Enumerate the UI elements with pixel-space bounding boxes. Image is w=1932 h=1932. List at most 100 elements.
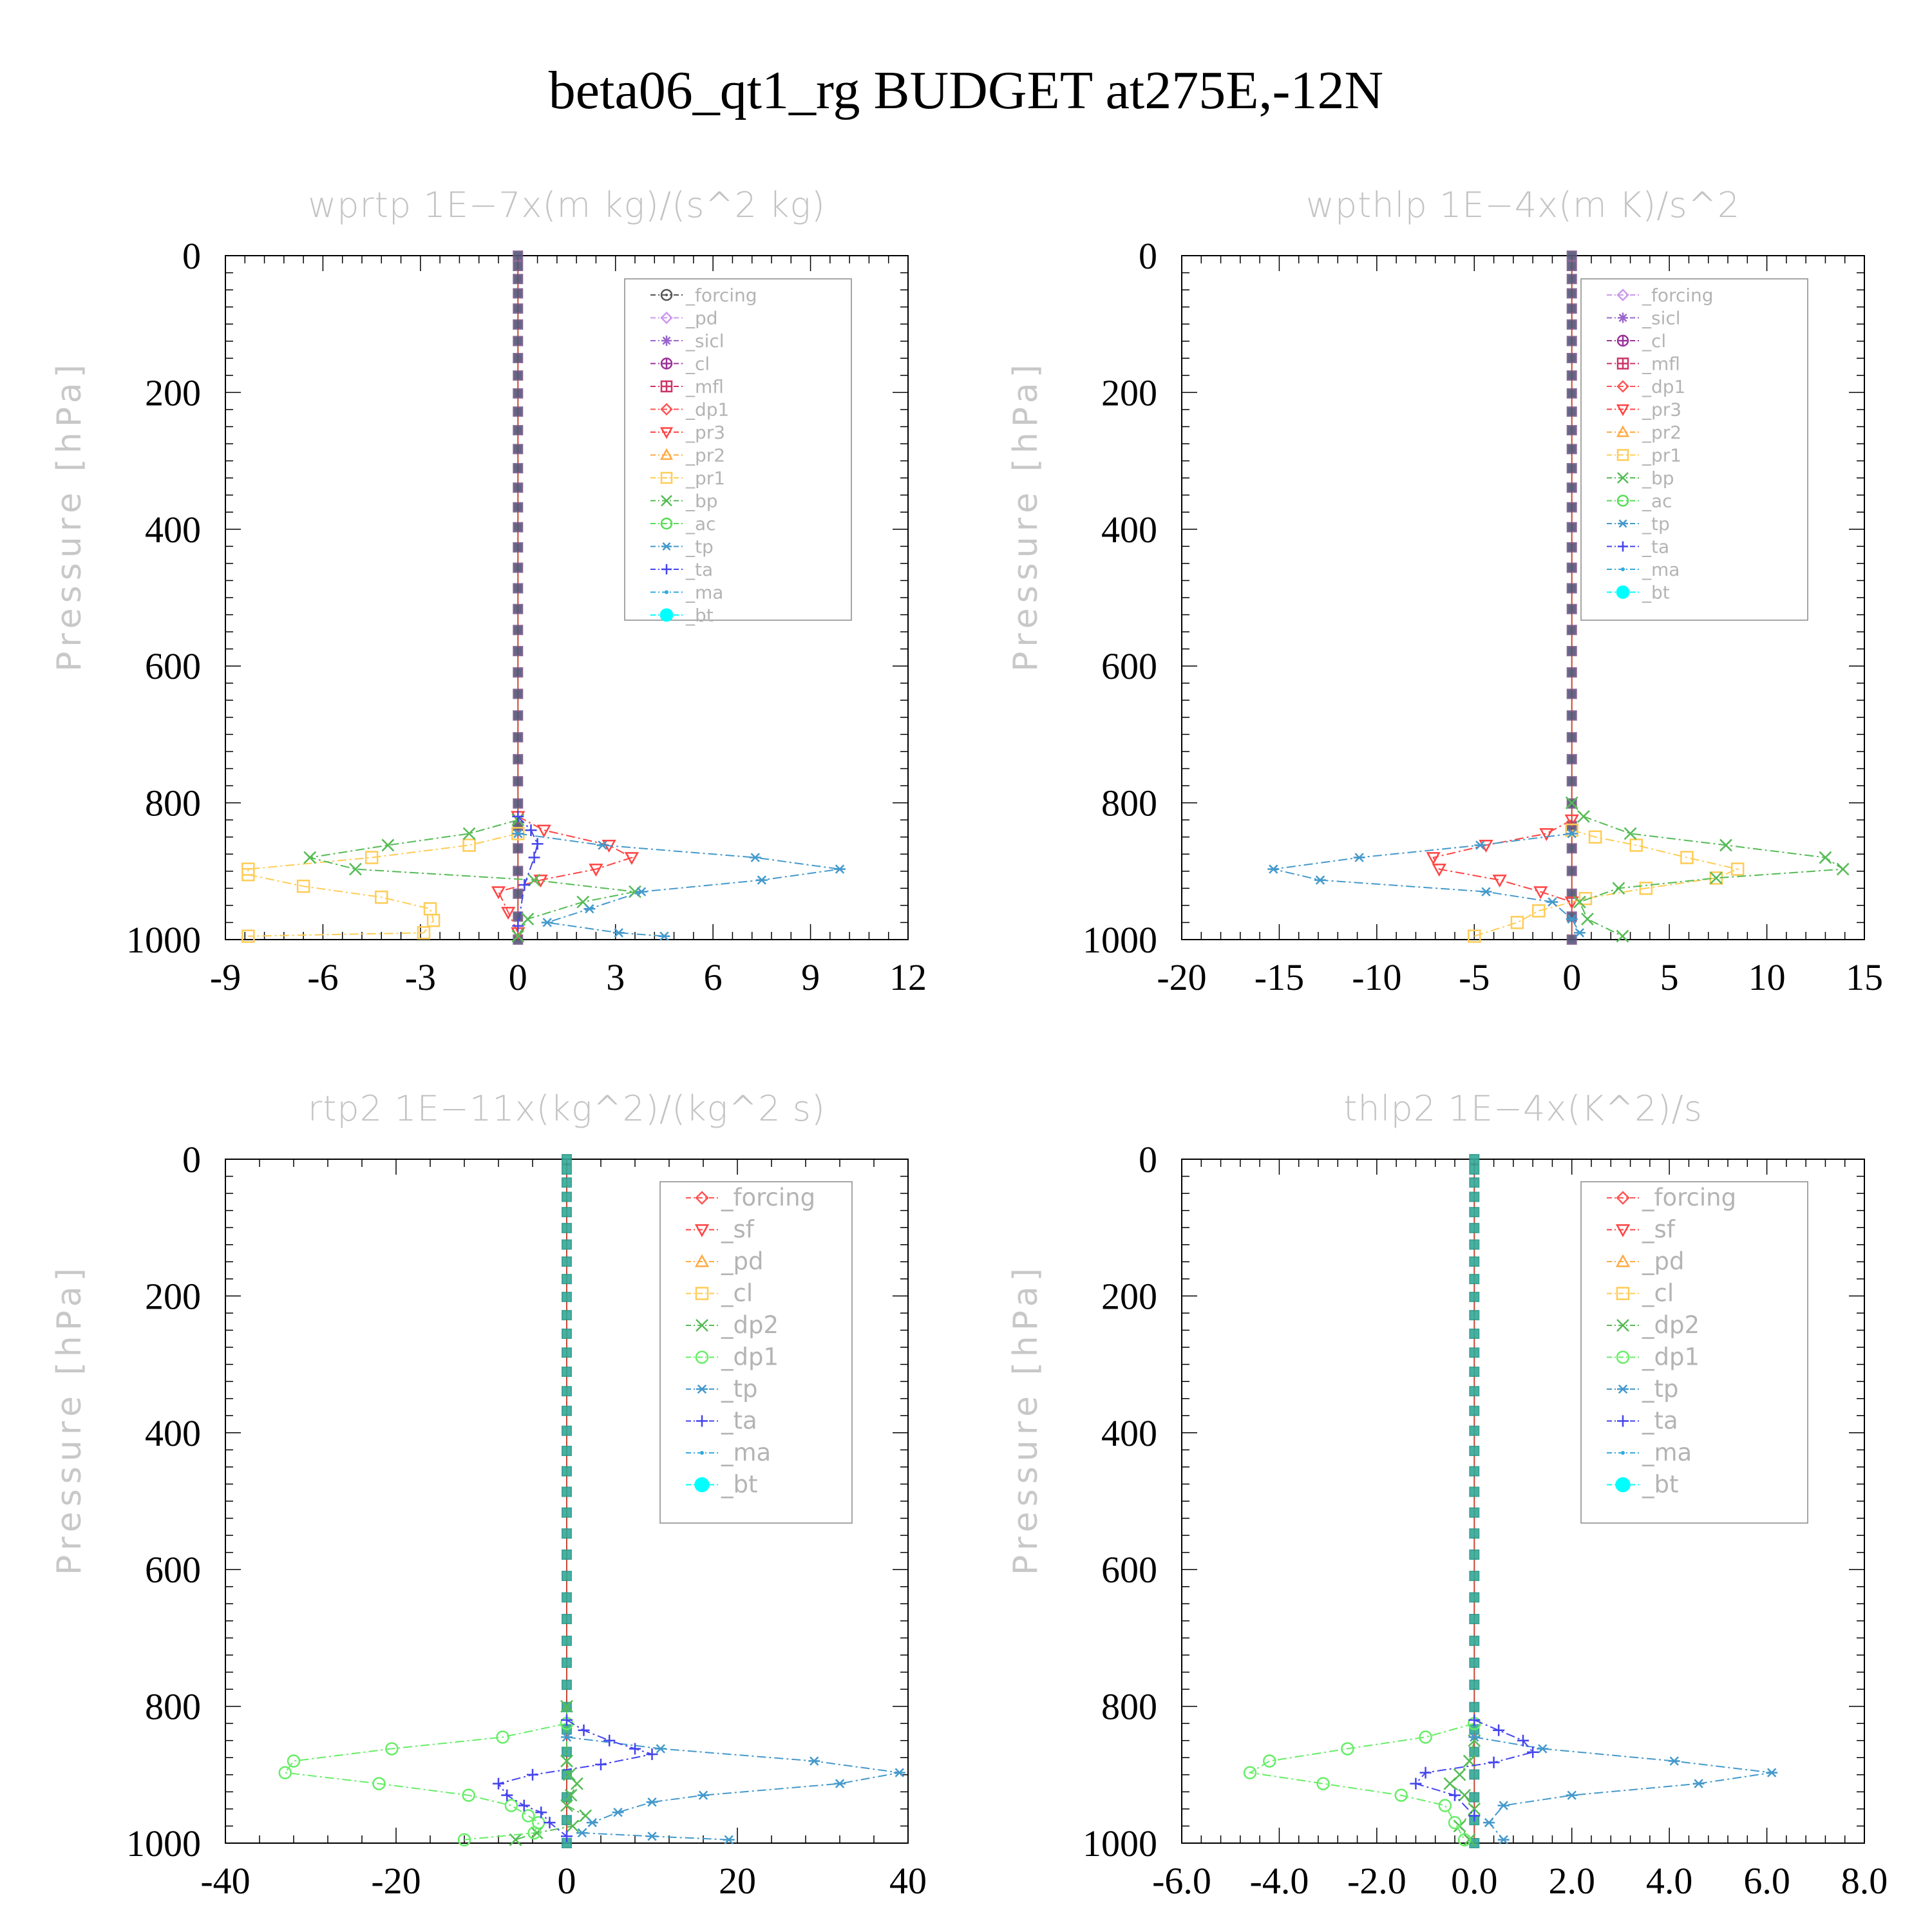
marker-square	[375, 890, 388, 904]
legend-entry-cl: _cl	[1607, 1280, 1674, 1307]
zero-level-marker	[513, 911, 524, 922]
series-line	[497, 1719, 655, 1837]
marker-filled-circle	[694, 1477, 710, 1493]
zero-level-marker	[513, 798, 524, 809]
zero-level-marker	[1566, 274, 1577, 285]
zero-level-marker	[1566, 562, 1577, 573]
marker-dot	[665, 294, 668, 296]
legend-entry-sf: _sf	[1607, 1216, 1676, 1244]
marker-asterisk	[1566, 829, 1578, 838]
zero-level-marker	[513, 776, 524, 787]
marker-circle	[695, 1350, 709, 1364]
marker-x	[381, 838, 395, 852]
marker-filled-circle	[1616, 585, 1630, 599]
series-group	[278, 1700, 905, 1846]
zero-level-marker	[562, 1445, 572, 1456]
zero-level-marker	[562, 1328, 572, 1339]
zero-level-marker	[1566, 463, 1577, 474]
zero-level-marker	[562, 1486, 572, 1497]
zero-level-marker	[1469, 1838, 1480, 1848]
legend-entry-bt: _bt	[1607, 1471, 1679, 1499]
marker-asterisk	[561, 1732, 573, 1742]
legend-box	[624, 278, 852, 621]
series-line	[566, 1736, 900, 1841]
marker-circle	[1616, 1350, 1630, 1364]
legend-label: _mfl	[685, 376, 724, 397]
panel-3-rtp2: rtp2 1E−11x(kg^2)/(kg^2 s) Pressure [hPa]…	[50, 1088, 927, 1902]
marker-asterisk	[654, 1744, 667, 1754]
legend-entry-ac: _ac	[1607, 491, 1672, 512]
legend-entry-dp1: _dp1	[686, 1343, 779, 1371]
legend-entry-dp2: _dp2	[1607, 1311, 1700, 1339]
legend-label: _bt	[721, 1471, 758, 1499]
marker-asterisk	[1668, 1756, 1680, 1766]
legend-label: _tp	[1642, 1375, 1679, 1403]
marker-triangle-down	[536, 824, 551, 838]
marker-plus	[493, 1777, 504, 1790]
series-line	[1432, 819, 1573, 903]
marker-star	[661, 336, 672, 346]
marker-asterisk	[1497, 1835, 1510, 1844]
legend-entry-pr2: _pr2	[1607, 422, 1681, 443]
x-tick-label: -5	[1459, 956, 1490, 998]
marker-circle	[457, 1833, 471, 1846]
legend-label: _cl	[685, 354, 710, 375]
zero-level-marker	[1469, 1239, 1480, 1250]
zero-level-marker	[1566, 710, 1577, 721]
zero-level-marker	[562, 1191, 572, 1202]
marker-square	[1531, 904, 1546, 918]
legend-entry-pr3: _pr3	[650, 422, 725, 443]
zero-level-marker	[1469, 1367, 1480, 1378]
marker-asterisk	[1546, 897, 1558, 907]
series-line	[1248, 1723, 1475, 1841]
marker-plus	[661, 358, 672, 369]
y-axis-label: Pressure [hPa]	[1007, 1263, 1045, 1575]
series-line	[1273, 833, 1580, 933]
zero-level-marker	[1469, 1528, 1480, 1539]
x-tick-label: 8.0	[1841, 1860, 1888, 1902]
marker-circle	[1341, 1742, 1354, 1756]
zero-level-marker	[562, 1386, 572, 1397]
zero-level-marker	[513, 710, 524, 721]
legend-label: _pr1	[1642, 445, 1681, 466]
zero-level-marker	[1566, 866, 1577, 876]
marker-plus	[595, 1758, 607, 1770]
legend-entry-ma: _ma	[1607, 1439, 1692, 1466]
marker-plus	[518, 879, 531, 891]
legend-label: _ta	[1642, 536, 1669, 558]
zero-level-marker	[513, 688, 524, 699]
y-tick-label: 800	[1101, 782, 1157, 824]
marker-plus	[1419, 1766, 1432, 1779]
y-tick-label: 200	[145, 372, 201, 413]
marker-asterisk	[612, 928, 625, 938]
marker-circle	[462, 1788, 475, 1802]
marker-asterisk	[723, 1835, 735, 1844]
zero-level-marker	[1566, 303, 1577, 314]
legend-entry-dp1: _dp1	[1607, 376, 1685, 397]
zero-level-marker	[1469, 1291, 1480, 1302]
y-tick-label: 400	[1101, 1412, 1157, 1454]
series-group	[1267, 796, 1850, 943]
zero-level-marker	[562, 1222, 572, 1233]
legend-label: _dp1	[1642, 376, 1685, 397]
zero-level-marker	[1566, 732, 1577, 743]
x-tick-label: 0	[509, 956, 527, 998]
marker-x	[1616, 1319, 1629, 1332]
marker-circle	[385, 1742, 399, 1756]
marker-plus	[603, 1734, 616, 1747]
series-line	[1474, 1736, 1772, 1841]
legend-label: _ma	[721, 1439, 771, 1466]
marker-x	[1612, 882, 1625, 895]
zero-level-marker	[513, 370, 524, 381]
zero-level-marker	[513, 522, 524, 533]
legend-entry-pr1: _pr1	[1607, 445, 1681, 466]
zero-level-marker	[1469, 1256, 1480, 1267]
y-tick-label: 600	[1101, 645, 1157, 687]
legend-entry-tp: _tp	[686, 1375, 758, 1403]
legend: _forcing _sf _pd _cl _dp2 _dp1 _tp _ta _ma _bt	[1580, 1181, 1808, 1524]
legend-label: _dp1	[685, 399, 729, 421]
marker-x	[661, 495, 672, 507]
series-dp1	[278, 1716, 574, 1846]
y-tick-label: 0	[1139, 235, 1157, 277]
zero-level-marker	[1566, 288, 1577, 299]
